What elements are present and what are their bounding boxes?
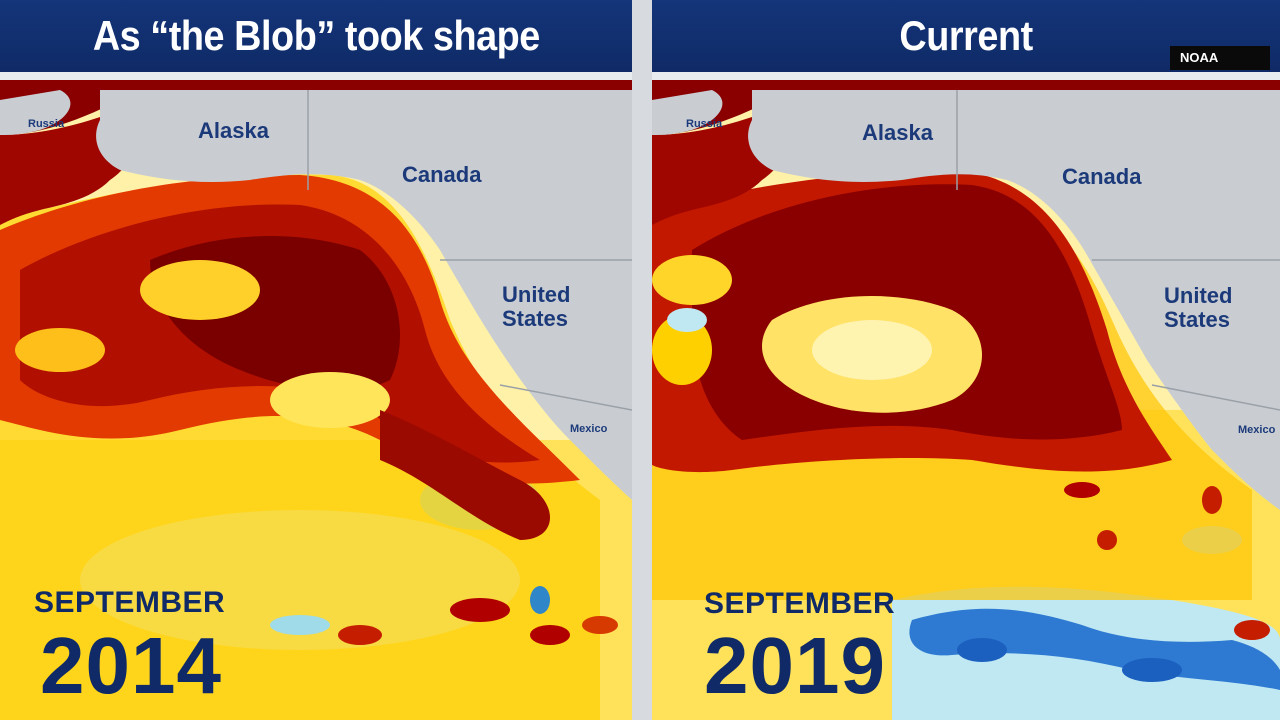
panel-divider xyxy=(632,0,652,720)
right-canada-label: Canada xyxy=(1062,164,1142,189)
right-header-text: Current xyxy=(899,12,1033,59)
left-month-label: SEPTEMBER xyxy=(34,586,226,619)
left-sst-map xyxy=(0,80,632,720)
left-panel: As “the Blob” took shape xyxy=(0,0,632,720)
left-alaska-label: Alaska xyxy=(198,118,269,143)
left-us-label: United States xyxy=(502,283,570,331)
right-russia-label: Russia xyxy=(686,118,723,130)
left-us-line2: States xyxy=(502,306,569,331)
left-panel-header: As “the Blob” took shape xyxy=(0,0,632,72)
left-map-svg xyxy=(0,80,632,720)
left-year-label: 2014 xyxy=(40,621,222,710)
right-month-label: SEPTEMBER xyxy=(704,587,896,620)
left-russia-label: Russia xyxy=(28,118,65,130)
left-mexico-label: Mexico xyxy=(570,423,608,435)
right-mexico-label: Mexico xyxy=(1238,424,1276,436)
noaa-source-badge: NOAA xyxy=(1170,46,1270,70)
left-us-line1: United xyxy=(502,282,571,307)
right-us-line2: States xyxy=(1164,307,1231,332)
right-year-label: 2019 xyxy=(704,621,886,710)
right-us-label: United States xyxy=(1164,284,1232,332)
right-us-line1: United xyxy=(1164,283,1233,308)
left-header-text: As “the Blob” took shape xyxy=(92,12,540,59)
right-sst-map xyxy=(652,80,1280,720)
right-alaska-label: Alaska xyxy=(862,120,933,145)
left-canada-label: Canada xyxy=(402,162,482,187)
right-panel: Current NOAA xyxy=(652,0,1280,720)
right-map-svg xyxy=(652,80,1280,720)
